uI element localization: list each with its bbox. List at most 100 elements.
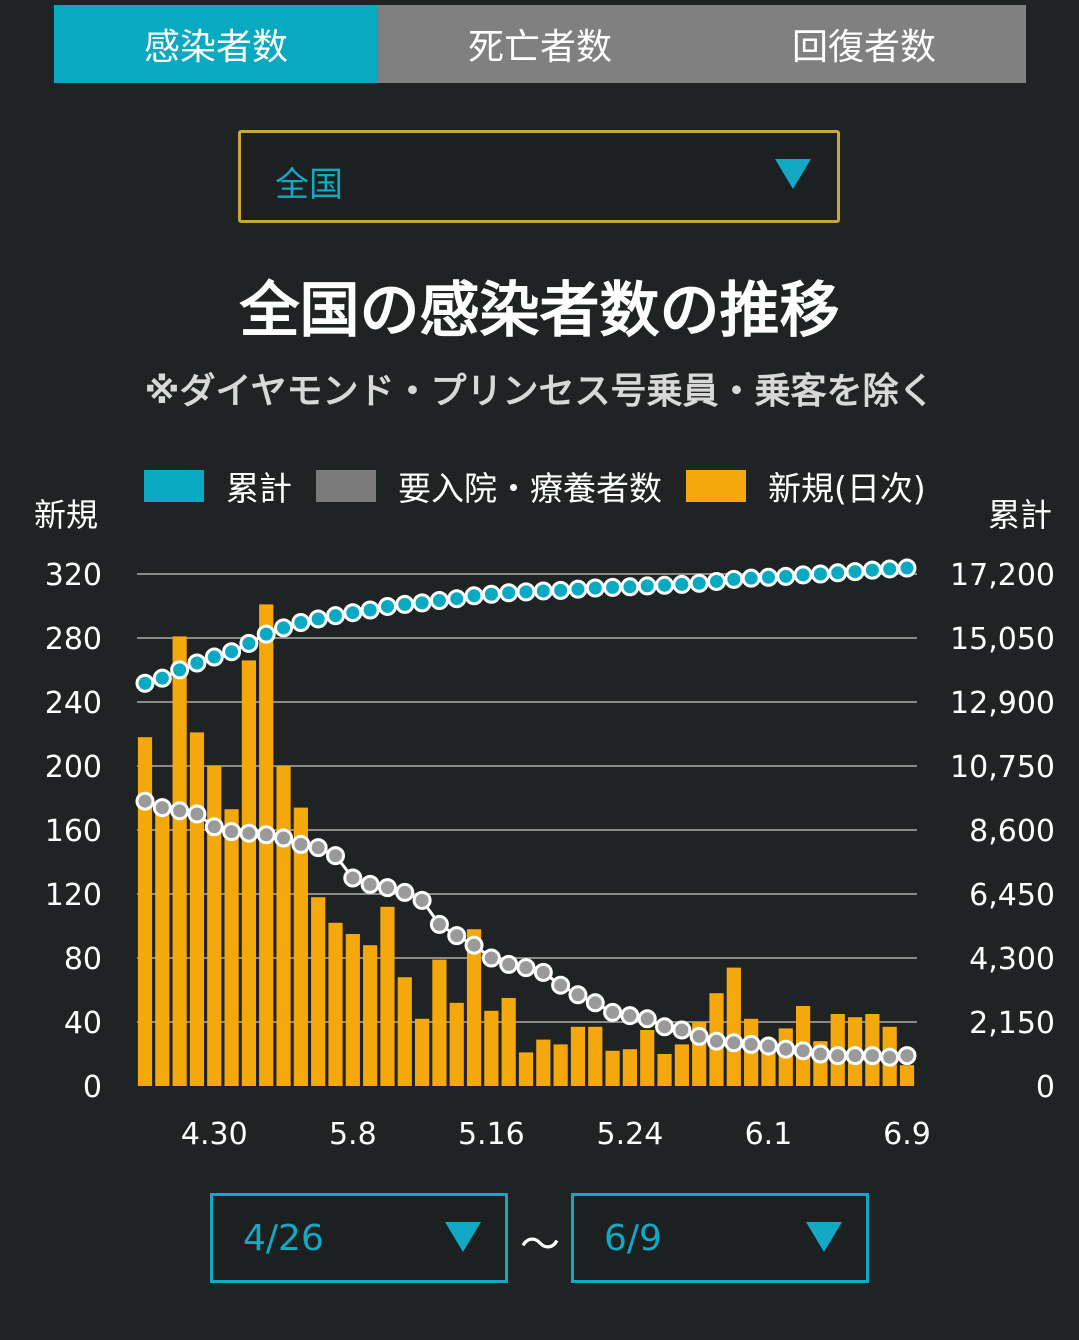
bar-new-daily <box>449 1002 464 1086</box>
bar-new-daily <box>674 1044 689 1086</box>
point-cumulative <box>603 577 623 597</box>
start-date-value: 4/26 <box>243 1218 324 1259</box>
point-cumulative <box>637 576 657 596</box>
y-right-tick-label: 17,200 <box>950 558 1055 593</box>
point-hospitalized <box>326 846 345 866</box>
point-hospitalized <box>239 823 259 843</box>
point-hospitalized <box>464 935 484 955</box>
y-right-tick-label: 15,050 <box>950 622 1055 657</box>
point-hospitalized <box>620 1006 640 1026</box>
y-right-tick-label: 0 <box>1036 1070 1055 1105</box>
point-hospitalized <box>707 1031 726 1051</box>
point-cumulative <box>672 574 692 594</box>
bar-new-daily <box>414 1018 430 1086</box>
end-date-select[interactable]: 6/9 <box>571 1193 869 1283</box>
point-cumulative <box>862 560 882 580</box>
point-hospitalized <box>724 1033 744 1053</box>
bar-new-daily <box>155 809 170 1086</box>
bar-new-daily <box>259 604 274 1086</box>
point-hospitalized <box>533 962 553 982</box>
point-hospitalized <box>135 791 155 811</box>
point-cumulative <box>810 564 830 584</box>
bar-new-daily <box>363 945 378 1086</box>
bar-new-daily <box>899 1065 915 1086</box>
chevron-down-icon <box>445 1222 481 1252</box>
point-hospitalized <box>360 874 380 894</box>
point-cumulative <box>585 578 605 598</box>
region-select[interactable]: 全国 <box>238 130 840 223</box>
bar-new-daily <box>189 732 205 1086</box>
point-cumulative <box>222 642 242 662</box>
bar-new-daily <box>172 636 187 1086</box>
point-cumulative <box>568 579 588 599</box>
point-cumulative <box>741 568 761 588</box>
point-hospitalized <box>897 1046 917 1066</box>
point-cumulative <box>152 668 172 688</box>
point-cumulative <box>828 563 848 583</box>
bar-new-daily <box>657 1054 672 1086</box>
x-tick-label: 5.16 <box>458 1117 525 1152</box>
point-cumulative <box>845 562 865 582</box>
end-date-value: 6/9 <box>604 1218 662 1259</box>
bar-new-daily <box>380 906 395 1086</box>
point-hospitalized <box>499 954 519 974</box>
chart-subtitle: ※ダイヤモンド・プリンセス号乗員・乗客を除く <box>144 371 935 412</box>
point-cumulative <box>326 606 345 626</box>
bar-new-daily <box>622 1049 638 1086</box>
region-select-value: 全国 <box>275 165 343 205</box>
chart-plot: 0 0 40 2,150 80 4,300 120 6,450 160 8,600 200 10,75… <box>45 558 1055 1152</box>
point-hospitalized <box>222 822 242 842</box>
bar-new-daily <box>466 929 482 1086</box>
legend-swatch-cumulative <box>144 470 204 502</box>
x-tick-label: 4.30 <box>181 1117 248 1152</box>
point-cumulative <box>204 647 224 667</box>
y-left-tick-label: 0 <box>83 1070 102 1105</box>
point-cumulative <box>793 565 813 585</box>
right-axis-title: 累計 <box>988 496 1053 534</box>
bar-new-daily <box>605 1050 620 1086</box>
point-cumulative <box>377 596 397 616</box>
left-axis-title: 新規 <box>34 496 99 534</box>
legend-label-hospitalized: 要入院・療養者数 <box>398 469 662 508</box>
point-cumulative <box>256 624 276 644</box>
point-cumulative <box>308 609 328 629</box>
point-cumulative <box>776 566 796 586</box>
point-hospitalized <box>481 948 501 968</box>
y-right-tick-label: 6,450 <box>969 878 1055 913</box>
point-cumulative <box>447 589 467 609</box>
tab-infections[interactable]: 感染者数 <box>54 5 378 83</box>
metric-tabs: 感染者数 死亡者数 回復者数 <box>54 5 1026 83</box>
point-hospitalized <box>568 985 588 1005</box>
y-right-tick-label: 4,300 <box>969 942 1055 977</box>
point-cumulative <box>395 594 415 614</box>
legend-swatch-new <box>686 470 746 502</box>
point-hospitalized <box>516 958 536 978</box>
bar-new-daily <box>293 807 308 1086</box>
point-hospitalized <box>429 914 449 934</box>
point-cumulative <box>170 660 190 680</box>
legend-label-cumulative: 累計 <box>226 469 292 508</box>
point-hospitalized <box>377 878 397 898</box>
chevron-down-icon <box>775 159 811 189</box>
bar-new-daily <box>484 1010 499 1086</box>
y-right-tick-label: 2,150 <box>969 1006 1055 1041</box>
point-hospitalized <box>689 1026 709 1046</box>
point-hospitalized <box>810 1044 830 1064</box>
range-separator: 〜 <box>520 1222 560 1268</box>
point-hospitalized <box>551 975 571 995</box>
y-left-tick-label: 280 <box>45 622 102 657</box>
x-tick-label: 5.24 <box>597 1117 664 1152</box>
point-hospitalized <box>655 1017 675 1037</box>
point-hospitalized <box>412 890 432 910</box>
bar-new-daily <box>432 959 447 1086</box>
chart-title: 全国の感染者数の推移 <box>239 276 840 346</box>
tab-recoveries[interactable]: 回復者数 <box>791 27 936 68</box>
point-hospitalized <box>845 1046 865 1066</box>
point-cumulative <box>499 583 519 603</box>
start-date-select[interactable]: 4/26 <box>210 1193 508 1283</box>
point-hospitalized <box>672 1020 692 1040</box>
point-hospitalized <box>395 882 415 902</box>
point-hospitalized <box>862 1046 882 1066</box>
tab-deaths[interactable]: 死亡者数 <box>467 27 612 68</box>
point-hospitalized <box>291 834 311 854</box>
